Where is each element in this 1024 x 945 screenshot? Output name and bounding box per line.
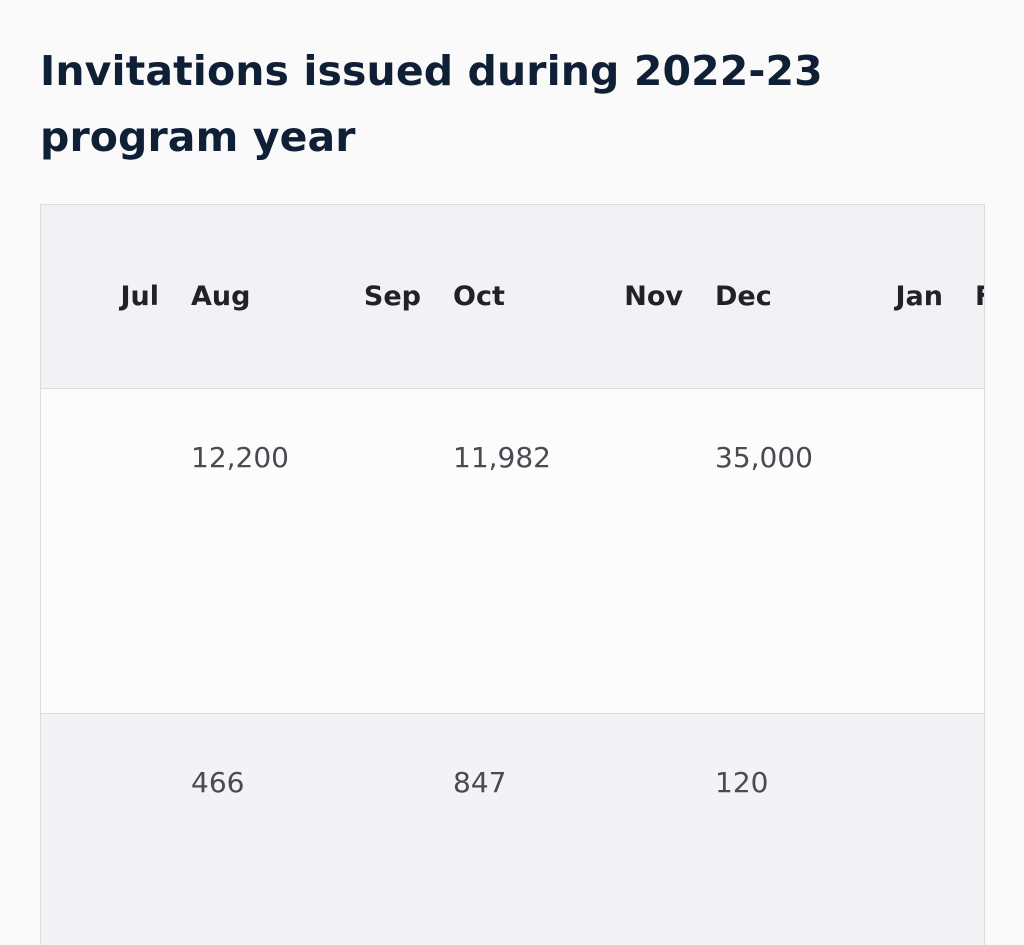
- table-row: 466 847 120: [41, 713, 984, 945]
- table-cell: [593, 388, 705, 713]
- table-cell: [855, 713, 965, 945]
- column-header-oct: Oct: [453, 280, 505, 312]
- table-cell: 120: [715, 765, 769, 799]
- table-cell: [965, 713, 984, 945]
- table-cell: 12,200: [191, 440, 289, 474]
- table-cell: [331, 388, 443, 713]
- table-cell: [41, 388, 181, 713]
- page-title: Invitations issued during 2022-23 progra…: [40, 47, 823, 161]
- column-header-dec: Dec: [715, 280, 772, 312]
- table-cell: [41, 713, 181, 945]
- column-header-jan: Jan: [895, 280, 944, 312]
- column-header-aug: Aug: [191, 280, 251, 312]
- table-cell: 466: [191, 765, 245, 799]
- table-cell: 35,000: [715, 440, 813, 474]
- column-header-sep: Sep: [363, 280, 421, 312]
- table-cell: [965, 388, 984, 713]
- table-header-row: Jul Aug Sep Oct Nov Dec Jan F: [41, 205, 984, 388]
- column-header-jul: Jul: [120, 280, 159, 312]
- table-cell: [331, 713, 443, 945]
- table-cell: [593, 713, 705, 945]
- invitations-table-container[interactable]: Jul Aug Sep Oct Nov Dec Jan F 12,200 11,…: [40, 204, 985, 945]
- column-header-nov: Nov: [624, 280, 683, 312]
- table-row: 12,200 11,982 35,000: [41, 388, 984, 713]
- table-cell: 11,982: [453, 440, 551, 474]
- table-cell: [855, 388, 965, 713]
- invitations-table: Jul Aug Sep Oct Nov Dec Jan F 12,200 11,…: [41, 205, 984, 945]
- table-cell: 847: [453, 765, 507, 799]
- column-header-feb: F: [965, 205, 984, 388]
